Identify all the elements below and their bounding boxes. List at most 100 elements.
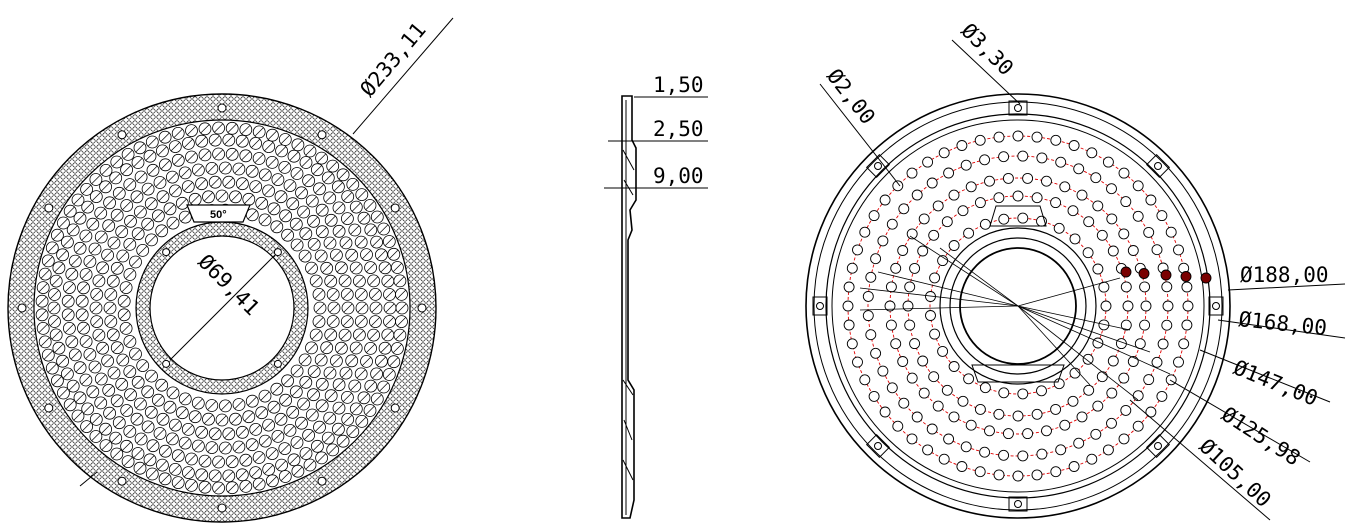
lens-mark [112,396,122,406]
lens-mark [325,193,334,203]
lens-hole [904,319,916,331]
lens-mark [75,244,85,253]
lens-mark [221,401,230,411]
lens-mark [103,250,112,260]
lens-hole [892,180,904,192]
lens-mark [304,431,313,440]
lens-mark [369,330,378,340]
lens-hole [938,147,950,159]
tab [865,433,891,459]
lens-mark [343,303,353,313]
lens-mark [301,449,311,458]
lens-mark [160,474,170,484]
lens-mark [63,310,73,320]
lens-hole [998,449,1010,461]
lens-hole [932,400,944,412]
lens-mark [277,460,286,470]
lens-mark [148,166,158,175]
bolt-hole [390,203,400,213]
lens-hole [911,411,923,423]
leader-ray [1017,277,1121,307]
lens-hole [1182,300,1194,312]
lens-mark [357,303,367,313]
lens-mark [325,368,335,378]
lens-hole [1092,200,1104,212]
lens-mark [63,237,72,247]
lens-mark [241,482,251,491]
lens-mark [122,201,131,210]
lens-hole [917,245,929,257]
lens-mark [389,357,399,366]
lens-mark [379,224,388,234]
lens-mark [194,441,203,451]
lens-mark [132,414,142,424]
lens-hole [925,310,936,321]
lens-mark [267,158,277,167]
lens-mark [224,429,234,439]
lens-mark [145,455,155,465]
lens-hole [1139,281,1151,293]
lens-mark [121,324,131,333]
lens-hole [1096,229,1108,241]
lens-hole [1096,371,1108,383]
back-rim-inner [831,119,1205,493]
lens-mark [96,208,105,218]
lens-mark [254,127,264,137]
bolt-hole [390,403,400,413]
tab [1008,496,1028,512]
outer-diameter-leader [352,17,454,135]
lens-mark [131,257,140,267]
lens-mark [200,456,210,466]
lens-hole [904,281,916,293]
lens-mark [293,466,303,476]
lens-hole [1098,319,1110,331]
lens-mark [254,154,264,163]
lens-mark [227,150,237,159]
lens-mark [101,441,111,450]
lens-hole [879,194,891,206]
lens-mark [292,366,302,376]
lens-mark [131,349,140,359]
lens-mark [143,184,153,194]
lens-mark [276,192,286,201]
leader-ray [859,305,1019,311]
lens-mark [194,398,203,408]
inner-bolt-hole [162,359,171,368]
lens-mark [40,269,50,279]
lens-mark [307,263,316,273]
lens-mark [71,350,80,360]
lens-mark [385,317,394,326]
lens-mark [92,290,101,299]
lens-mark [385,370,394,379]
lens-mark [241,151,251,161]
lens-mark [385,290,394,299]
lens-mark [154,211,163,221]
lens-mark [210,429,220,439]
lens-hole [998,387,1010,399]
lens-mark [171,465,180,474]
lens-mark [38,324,48,333]
lens-hole [1050,403,1062,415]
lens-mark [44,350,53,360]
leader-ray [1017,305,1151,353]
lens-mark [343,192,352,201]
lens-hole [1050,134,1062,146]
lens-hole [948,189,960,201]
lens-hole [1036,448,1048,460]
lens-hole [868,210,880,222]
leader-ray [1017,305,1139,401]
leader-ray [877,271,1019,307]
lens-mark [292,169,302,178]
lens-mark [92,415,101,424]
lens-hole [965,181,977,193]
section-dim-1: 1,50 [653,73,704,97]
lens-hole [1102,444,1114,456]
lens-hole [928,371,940,383]
lens-mark [377,250,386,260]
lens-mark [343,415,352,424]
lens-mark [158,146,167,156]
lens-mark [155,429,165,438]
lens-mark [340,276,350,286]
lens-mark [317,401,327,411]
lens-hole [890,338,902,350]
